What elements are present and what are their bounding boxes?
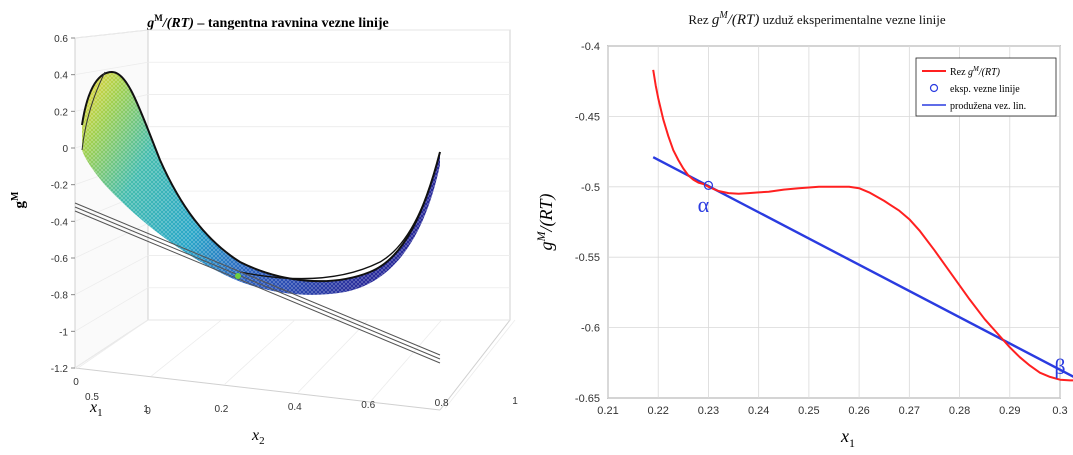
surface-outline-bottom bbox=[239, 151, 441, 280]
x-tick-label: 0.3 bbox=[1052, 405, 1067, 417]
y-tick-labels: -0.4 -0.45 -0.5 -0.55 -0.6 -0.65 bbox=[575, 41, 600, 405]
z-tick-label: -1.2 bbox=[51, 364, 69, 375]
z-tick-label: 0.4 bbox=[54, 71, 68, 82]
grid-line-floor bbox=[371, 319, 442, 401]
annotation-label: β bbox=[1054, 354, 1065, 379]
z-tick-label: -0.8 bbox=[51, 291, 69, 302]
x1-axis-label: x1 bbox=[89, 399, 103, 419]
x-tick-label: 0.28 bbox=[949, 405, 970, 417]
tangent-plane-lines bbox=[74, 202, 441, 364]
series-extended-tie-line bbox=[652, 156, 1073, 378]
z-tick-label: 0.2 bbox=[54, 107, 68, 118]
y-tick-label: -0.55 bbox=[575, 252, 600, 264]
x2-axis-ticks: 0 0.2 0.4 0.6 0.8 1 bbox=[145, 396, 518, 417]
y-tick-label: -0.5 bbox=[581, 182, 600, 194]
tangent-point bbox=[235, 273, 241, 279]
title-rt: /(RT) bbox=[162, 16, 194, 31]
title-g: g bbox=[146, 16, 154, 31]
x2-tick-label: 0.6 bbox=[361, 400, 375, 411]
series-layer bbox=[652, 69, 1073, 382]
plot-box bbox=[74, 29, 511, 411]
tie-line-point bbox=[703, 180, 714, 191]
z-tick-label: 0.6 bbox=[54, 34, 68, 45]
x1-tick-label: 0.5 bbox=[85, 392, 99, 403]
left-plot-title: gM/(RT) – tangentna ravnina vezne linije bbox=[146, 13, 388, 31]
grid-line-side bbox=[74, 29, 149, 39]
surface-edge bbox=[81, 71, 106, 151]
surface bbox=[81, 70, 441, 295]
grid-line-floor bbox=[77, 319, 149, 369]
legend: Rez gM/(RT) eksp. vezne linije produžena… bbox=[915, 57, 1057, 117]
grid-line-side bbox=[74, 255, 149, 296]
surface-mesh bbox=[82, 72, 440, 295]
z-tick-label: 0 bbox=[62, 144, 68, 155]
x1-tick-label: 1 bbox=[143, 404, 149, 415]
x-tick-labels: 0.21 0.22 0.23 0.24 0.25 0.26 0.27 0.28 0.29 0.3 bbox=[597, 405, 1067, 417]
annotations: αβ bbox=[698, 192, 1066, 379]
legend-label-blue: produžena vez. lin. bbox=[950, 101, 1026, 112]
grid-line-side bbox=[74, 61, 149, 76]
title-sup: M bbox=[154, 13, 163, 23]
x-axis-label: x1 bbox=[840, 426, 855, 450]
x-tick-label: 0.27 bbox=[899, 405, 920, 417]
x-tick-label: 0.23 bbox=[698, 405, 719, 417]
y-tick-label: -0.4 bbox=[581, 41, 600, 53]
x1-tick-label: 0 bbox=[73, 377, 79, 388]
x2-tick-label: 0 bbox=[145, 406, 151, 417]
z-axis-label: gM bbox=[10, 191, 28, 209]
z-tick-label: -0.2 bbox=[51, 181, 69, 192]
z-tick-label: -0.6 bbox=[51, 254, 69, 265]
x-tick-label: 0.29 bbox=[999, 405, 1020, 417]
title-suffix: – tangentna ravnina vezne linije bbox=[194, 16, 389, 31]
legend-box bbox=[915, 57, 1057, 117]
x-tick-label: 0.25 bbox=[798, 405, 819, 417]
z-tick-label: -0.4 bbox=[51, 217, 69, 228]
grid-line-side bbox=[74, 222, 149, 259]
z-axis-ticks: 0.6 0.4 0.2 0 -0.2 -0.4 -0.6 -0.8 -1 -1.2 bbox=[51, 34, 75, 375]
line-chart-svg: Rez gM/(RT) uzduž eksperimentalne vezne … bbox=[534, 10, 1073, 450]
grid-line-floor bbox=[297, 319, 369, 393]
y-tick-label: -0.45 bbox=[575, 111, 600, 123]
legend-swatch-marker bbox=[929, 83, 939, 93]
series-gm-curve bbox=[652, 69, 1073, 382]
grid-line-floor bbox=[224, 319, 296, 385]
chart-title: Rez gM/(RT) uzduž eksperimentalne vezne … bbox=[688, 10, 945, 28]
y-axis-label: gM/(RT) bbox=[534, 193, 557, 250]
grid-line-floor bbox=[444, 319, 516, 409]
z-tick-label: -1 bbox=[59, 327, 68, 338]
legend-label-marker: eksp. vezne linije bbox=[950, 84, 1020, 95]
right-line-chart: Rez gM/(RT) uzduž eksperimentalne vezne … bbox=[530, 0, 1073, 450]
x1-axis-ticks: 00.51 bbox=[73, 377, 149, 415]
legend-label-red: Rez gM/(RT) bbox=[950, 65, 1001, 78]
x2-axis-label: x2 bbox=[251, 427, 265, 447]
surface-plot-svg: gM/(RT) – tangentna ravnina vezne linije… bbox=[10, 13, 518, 447]
surface-outline-top bbox=[81, 70, 441, 283]
y-tick-label: -0.6 bbox=[581, 323, 600, 335]
x2-tick-label: 0.4 bbox=[288, 402, 302, 413]
x2-tick-label: 0.2 bbox=[214, 404, 228, 415]
grid-line-floor bbox=[151, 319, 222, 377]
annotation-label: α bbox=[698, 192, 710, 217]
grid-line-side bbox=[74, 287, 149, 332]
x2-tick-label: 1 bbox=[512, 396, 518, 407]
x2-tick-label: 0.8 bbox=[435, 398, 449, 409]
x-tick-label: 0.24 bbox=[748, 405, 769, 417]
y-tick-label: -0.65 bbox=[575, 393, 600, 405]
x-tick-label: 0.26 bbox=[848, 405, 869, 417]
x-tick-label: 0.22 bbox=[648, 405, 669, 417]
x-tick-label: 0.21 bbox=[597, 405, 618, 417]
left-3d-plot: gM/(RT) – tangentna ravnina vezne linije… bbox=[0, 0, 530, 450]
